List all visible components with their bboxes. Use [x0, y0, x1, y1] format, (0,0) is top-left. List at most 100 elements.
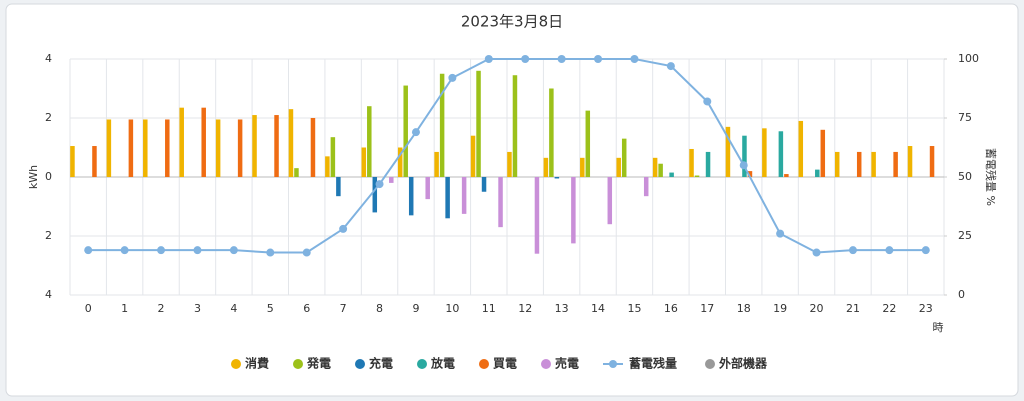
bar	[871, 151, 876, 177]
legend-label: 発電	[306, 356, 331, 371]
bar	[856, 151, 862, 177]
legend-marker	[231, 359, 241, 369]
bar	[408, 177, 414, 216]
y-tick-label: 4	[45, 52, 52, 65]
line-point	[266, 248, 275, 257]
x-tick-label: 8	[376, 302, 383, 315]
legend-label: 蓄電残量	[629, 356, 677, 371]
bar	[580, 157, 585, 177]
bar	[274, 115, 279, 177]
bar	[512, 75, 518, 177]
bar	[361, 147, 367, 177]
x-tick-label: 2	[158, 302, 165, 315]
line-point	[193, 246, 202, 255]
x-tick-label: 17	[700, 302, 714, 315]
bar	[784, 174, 789, 177]
bar	[643, 177, 649, 197]
line-point	[848, 246, 857, 255]
bar	[585, 110, 591, 177]
line-point	[448, 73, 457, 82]
line-point	[84, 246, 93, 255]
line-point	[557, 55, 566, 63]
bar	[507, 151, 512, 177]
legend-marker	[479, 359, 489, 369]
bar	[445, 177, 450, 219]
legend-marker	[609, 360, 617, 368]
line-point	[703, 97, 712, 106]
panel	[5, 3, 1019, 397]
bar	[92, 146, 97, 177]
bar	[470, 135, 476, 177]
bar	[534, 177, 540, 254]
legend-label: 消費	[245, 356, 269, 371]
x-tick-label: 20	[810, 302, 824, 315]
bar	[742, 135, 747, 177]
legend-marker	[355, 359, 365, 369]
y2-tick-label: 0	[958, 288, 965, 301]
legend-label: 買電	[493, 357, 517, 371]
bar	[907, 146, 913, 177]
x-tick-label: 15	[627, 302, 641, 315]
bar	[815, 169, 820, 177]
y2-tick-label: 100	[958, 52, 979, 65]
x-tick-label: 9	[412, 302, 419, 315]
bar	[476, 70, 481, 177]
bar	[237, 119, 243, 177]
x-tick-label: 19	[773, 302, 787, 315]
bar	[165, 119, 170, 177]
line-point	[921, 246, 930, 255]
line-point	[339, 224, 348, 233]
line-point	[229, 246, 238, 255]
y2-tick-label: 50	[958, 170, 972, 183]
bar	[820, 129, 826, 177]
legend-label: 放電	[430, 356, 455, 371]
bar	[403, 85, 408, 177]
x-tick-label: 11	[482, 302, 496, 315]
bar	[747, 171, 753, 177]
line-point	[375, 180, 384, 189]
bar	[689, 148, 694, 177]
x-tick-label: 0	[85, 302, 92, 315]
bar	[389, 177, 394, 183]
line	[88, 58, 926, 254]
legend-marker	[705, 359, 715, 369]
line-point	[739, 161, 748, 170]
line-point	[666, 62, 675, 71]
bar	[372, 177, 378, 213]
x-tick-label: 16	[664, 302, 678, 315]
bar	[834, 151, 840, 177]
bar	[481, 177, 487, 192]
bar	[554, 177, 560, 179]
x-tick-label: 1	[121, 302, 128, 315]
bar	[367, 106, 372, 177]
bar	[929, 146, 935, 177]
bar	[694, 175, 700, 177]
bar	[461, 177, 467, 214]
bar	[294, 168, 299, 177]
bar	[762, 128, 767, 177]
bar	[607, 177, 613, 225]
bar	[571, 177, 576, 244]
bar	[128, 119, 134, 177]
line-point	[411, 128, 420, 137]
line-point	[630, 55, 639, 63]
x-tick-label: 3	[194, 302, 201, 315]
bar	[215, 119, 221, 177]
y-tick-label: 0	[45, 170, 52, 183]
line-point	[885, 246, 894, 255]
x-tick-label: 14	[591, 302, 605, 315]
bar	[652, 157, 658, 177]
x-tick-label: 10	[445, 302, 459, 315]
x-tick-label: 18	[737, 302, 751, 315]
line-point	[521, 55, 530, 63]
bar	[549, 88, 554, 177]
x-tick-label: 13	[555, 302, 569, 315]
bar	[397, 147, 403, 177]
line-point	[594, 55, 603, 63]
bar	[439, 73, 445, 177]
x-tick-label: 6	[303, 302, 310, 315]
bar	[336, 177, 341, 197]
bar	[621, 138, 627, 177]
legend-label: 外部機器	[719, 356, 768, 371]
